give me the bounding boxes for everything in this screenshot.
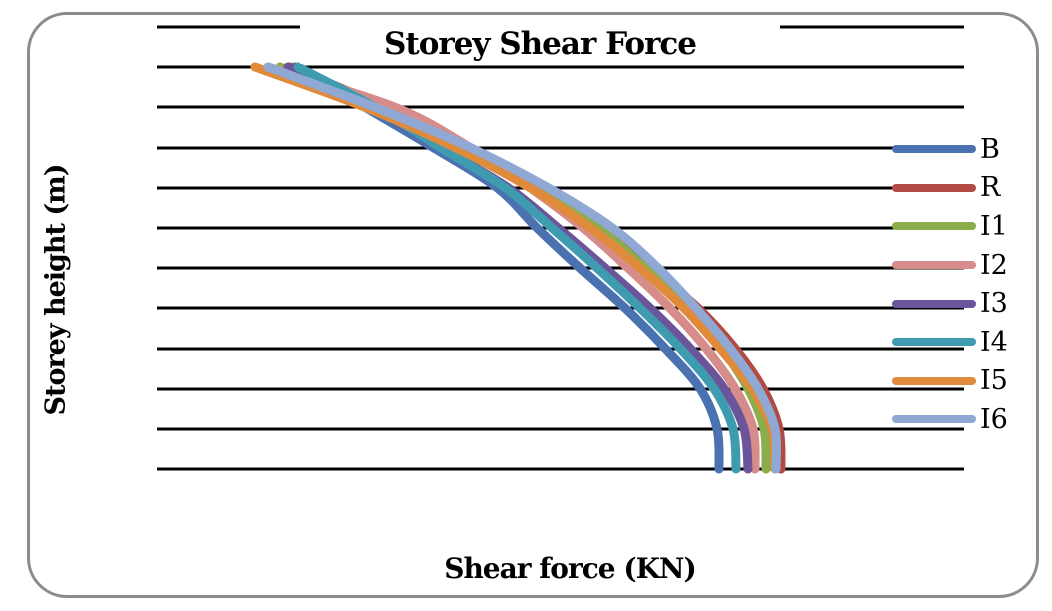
legend-label: I6 [980, 403, 1008, 435]
y-axis-label: Storey height (m) [40, 164, 72, 416]
legend-swatch [892, 338, 976, 347]
series-line-i6 [263, 62, 782, 474]
series-lines [250, 62, 786, 474]
chart-title-text: Storey Shear Force [379, 26, 701, 62]
legend-label: R [980, 172, 1001, 204]
legend-item-r: R [892, 169, 1032, 208]
legend-swatch [892, 183, 976, 192]
legend-swatch [892, 376, 976, 385]
legend-item-i4: I4 [892, 323, 1032, 362]
x-axis-label: Shear force (KN) [444, 552, 697, 585]
legend-item-i3: I3 [892, 284, 1032, 323]
legend-swatch [892, 145, 976, 154]
series-line-i2 [263, 62, 760, 474]
chart-title: Storey Shear Force [300, 24, 780, 64]
legend-item-i2: I2 [892, 246, 1032, 285]
legend: B R I1 I2 I3 I4 I5 I6 [892, 130, 1032, 439]
legend-swatch [892, 261, 976, 270]
legend-label: B [980, 133, 1000, 165]
legend-swatch [892, 415, 976, 424]
legend-label: I4 [980, 326, 1008, 358]
legend-item-b: B [892, 130, 1032, 169]
legend-label: I2 [980, 249, 1008, 281]
legend-swatch [892, 299, 976, 308]
legend-label: I1 [980, 210, 1008, 242]
legend-label: I3 [980, 288, 1008, 320]
legend-item-i6: I6 [892, 400, 1032, 439]
chart-frame [27, 12, 1039, 598]
legend-item-i5: I5 [892, 362, 1032, 401]
legend-label: I5 [980, 365, 1008, 397]
legend-item-i1: I1 [892, 207, 1032, 246]
legend-swatch [892, 222, 976, 231]
